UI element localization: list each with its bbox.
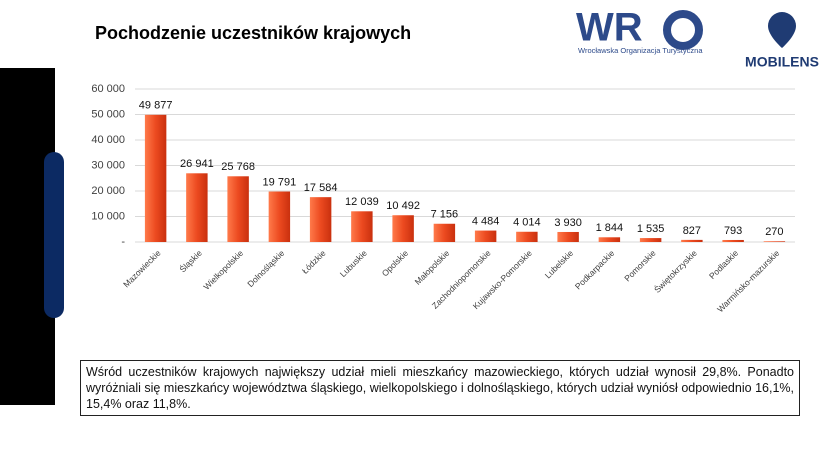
y-tick-label: 50 000	[91, 108, 125, 120]
data-label: 1 535	[637, 223, 665, 235]
x-tick-label: Podlaskie	[707, 248, 740, 281]
bar	[763, 241, 786, 242]
data-label: 270	[765, 226, 783, 238]
data-label: 4 484	[472, 215, 500, 227]
bar	[433, 223, 456, 242]
data-label: 17 584	[304, 182, 338, 194]
brand: MOBILENS	[745, 54, 819, 70]
bar	[392, 215, 414, 242]
logo-main: WR	[576, 6, 643, 50]
data-label: 3 930	[554, 217, 582, 229]
x-tick-label: Lubuskie	[338, 248, 369, 279]
x-tick-label: Śląskie	[177, 247, 204, 274]
y-tick-label: -	[121, 236, 125, 248]
bar	[598, 237, 621, 242]
data-label: 49 877	[139, 100, 173, 112]
x-tick-label: Opolskie	[380, 248, 411, 279]
data-label: 7 156	[431, 209, 459, 221]
note: Wśród uczestników krajowych największy u…	[80, 360, 800, 416]
bar	[268, 191, 291, 242]
x-tick-label: Podkarpackie	[573, 248, 617, 292]
x-tick-label: Świętokrzyskie	[651, 247, 699, 295]
data-label: 25 768	[221, 161, 255, 173]
bar	[227, 176, 249, 242]
y-tick-label: 40 000	[91, 134, 125, 146]
bar	[144, 114, 167, 242]
data-label: 827	[683, 225, 701, 237]
x-tick-label: Małopolskie	[413, 248, 452, 287]
data-label: 12 039	[345, 196, 379, 208]
bar	[516, 231, 538, 242]
bar	[309, 197, 332, 242]
x-tick-label: Łódzkie	[300, 248, 328, 276]
x-tick-label: Wielkopolskie	[201, 248, 245, 292]
x-tick-label: Mazowieckie	[121, 248, 163, 290]
data-label: 4 014	[513, 217, 541, 229]
brand-icon	[768, 12, 796, 48]
title: Pochodzenie uczestników krajowych	[95, 23, 411, 43]
y-tick-label: 20 000	[91, 185, 125, 197]
bar	[474, 230, 497, 242]
data-label: 19 791	[263, 176, 297, 188]
bar	[639, 238, 662, 242]
x-tick-label: Dolnośląskie	[245, 248, 286, 289]
data-label: 793	[724, 225, 742, 237]
y-tick-label: 10 000	[91, 210, 125, 222]
x-tick-label: Pomorskie	[622, 248, 658, 284]
side-accent	[44, 152, 64, 318]
x-tick-label: Lubelskie	[543, 248, 576, 281]
data-label: 1 844	[596, 222, 624, 234]
bar	[681, 239, 703, 242]
bar	[557, 231, 579, 242]
bar	[186, 173, 208, 242]
logo-sub: Wrocławska Organizacja Turystyczna	[578, 46, 703, 55]
data-label: 26 941	[180, 158, 214, 170]
data-label: 10 492	[386, 200, 420, 212]
y-tick-label: 60 000	[91, 83, 125, 95]
logo-icon	[663, 10, 703, 50]
bar	[722, 239, 744, 242]
y-tick-label: 30 000	[91, 159, 125, 171]
bar	[351, 211, 373, 242]
